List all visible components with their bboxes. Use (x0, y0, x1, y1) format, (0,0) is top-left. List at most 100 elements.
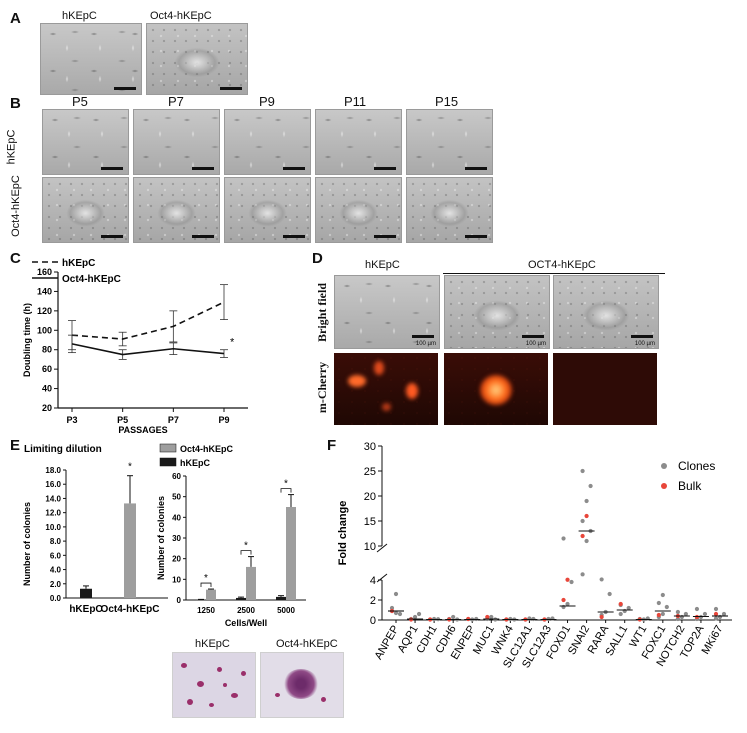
point-clones (656, 600, 661, 606)
colony-cluster (283, 669, 319, 699)
micrograph-b-hkepc-p7 (133, 109, 220, 175)
passage-label-p9: P9 (259, 94, 275, 109)
x-axis-label: Cells/Well (225, 618, 267, 628)
micrograph-b-hkepc-p9 (224, 109, 311, 175)
scale-bar (412, 335, 434, 338)
series-line-1 (71, 343, 225, 356)
point-clones (412, 614, 418, 620)
bar-Oct4-hKEpC-2500 (246, 566, 256, 600)
panel-label-d: D (312, 250, 323, 267)
x-tick-label: ANPEP (373, 624, 402, 662)
x-axis-label: PASSAGES (118, 425, 167, 435)
point-clones (694, 606, 700, 612)
scale-bar (192, 167, 214, 170)
point-clones (584, 498, 589, 504)
y-tick-label: 140 (37, 286, 52, 296)
y-tick-label: 160 (37, 267, 52, 277)
y-tick-label: 20 (172, 555, 181, 564)
y-tick-label: 40 (42, 384, 52, 394)
e-img-label-hkepc: hKEpC (195, 638, 230, 650)
x-tick-label: P3 (66, 415, 77, 425)
fluor-cell (382, 403, 391, 411)
y-tick-label: 4.0 (50, 566, 62, 575)
legend-swatch (159, 443, 177, 453)
legend-label: Oct4-hKEpC (180, 444, 234, 454)
legend-label: Clones (678, 459, 715, 473)
d-col-label-hkepc: hKEpC (365, 259, 400, 271)
d-row-label-mcherry: m-Cherry (315, 361, 330, 414)
d-bright-oct4-1: 100 µm (444, 275, 550, 349)
x-tick-label: 5000 (277, 606, 295, 615)
y-tick-label: 0.0 (50, 594, 62, 603)
point-clones (626, 605, 631, 611)
d-row-label-bright-field: Bright field (315, 283, 329, 342)
chart-doubling-time: 20 40 60 80 100 120 140 160 P3 P5 P7 P9 PASSAGES Doub… (22, 258, 248, 435)
bar-hKEpC-1250 (196, 599, 206, 601)
chart-cells-per-well: 0 10 20 30 40 50 60 Number of colonies Cells/Wel… (156, 443, 306, 628)
scale-bar (522, 335, 544, 338)
y-tick-label: 15 (364, 516, 376, 528)
y-tick-label: 0 (370, 615, 376, 627)
fluor-colony (480, 375, 512, 405)
point-clones (584, 538, 589, 544)
y-tick-label: 12.0 (45, 509, 61, 518)
micrograph-b-oct4-p5 (42, 177, 129, 243)
y-tick-label: 80 (42, 345, 52, 355)
colony-image-oct4 (260, 652, 344, 718)
bar-hKEpC-2500 (236, 597, 246, 600)
colony-cell (275, 693, 280, 697)
significance-bracket (240, 550, 252, 555)
y-tick-label: 120 (37, 306, 52, 316)
panel-label-f: F (327, 437, 337, 454)
chart-limiting-dilution: Limiting dilution 0.0 2.0 4.0 6.0 8.0 10.0 12.0… (22, 444, 168, 615)
micrograph-b-hkepc-p11 (315, 109, 402, 175)
d-mcherry-oct4-1 (444, 353, 548, 425)
y-tick-label: 4 (370, 575, 376, 587)
passage-label-p7: P7 (168, 94, 184, 109)
point-clones (565, 601, 570, 607)
point-clones (416, 611, 422, 617)
point-clones (561, 536, 566, 541)
row-label-hkepc: hKEpC (5, 129, 18, 165)
y-tick-label: 60 (42, 364, 52, 374)
d-scale-label: 100 µm (415, 341, 436, 347)
y-tick-label: 40 (172, 513, 181, 522)
point-clones (389, 605, 395, 611)
row-label-oct4: Oct4-hKEpC (9, 175, 22, 237)
significance-star: * (230, 337, 235, 349)
y-tick-label: 16.0 (45, 480, 61, 489)
passage-label-p5: P5 (72, 94, 88, 109)
d-mcherry-hkepc (334, 353, 438, 425)
micrograph-b-oct4-p11 (315, 177, 402, 243)
micrograph-b-hkepc-p15 (406, 109, 493, 175)
colony-cell (241, 671, 246, 676)
bar-hKEpC-5000 (276, 596, 286, 600)
scale-bar (101, 167, 123, 170)
point-clones (393, 610, 399, 616)
y-tick-label: 30 (172, 534, 181, 543)
panel-a-label-oct4: Oct4-hKEpC (150, 10, 212, 22)
scale-bar (374, 235, 396, 238)
legend-swatch (159, 457, 177, 467)
micrograph-a-oct4 (146, 23, 248, 95)
significance-star: * (128, 462, 132, 473)
point-clones (580, 468, 585, 474)
passage-label-p11: P11 (344, 94, 367, 109)
scale-bar (374, 167, 396, 170)
point-clones (660, 592, 665, 598)
bar-Oct4-hKEpC (124, 503, 136, 598)
panel-label-e: E (10, 437, 21, 454)
point-clones (580, 572, 585, 577)
point-clones (393, 591, 399, 597)
point-bulk (485, 614, 490, 620)
d-scale-label: 100 µm (525, 341, 546, 347)
y-tick-label: 100 (37, 325, 52, 335)
y-tick-label: 25 (364, 466, 376, 478)
d-bright-oct4-2: 100 µm (553, 275, 659, 349)
colony-cell (197, 681, 204, 687)
point-bulk (565, 577, 570, 582)
passage-label-p15: P15 (435, 94, 459, 109)
panel-label-c: C (10, 250, 21, 267)
y-tick-label: 10.0 (45, 523, 61, 532)
scale-bar (220, 87, 242, 90)
